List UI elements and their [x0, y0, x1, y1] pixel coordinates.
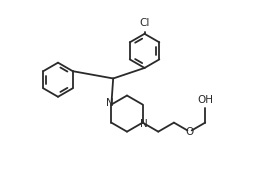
Text: N: N: [106, 98, 114, 108]
Text: O: O: [185, 127, 194, 137]
Text: OH: OH: [197, 95, 213, 105]
Text: Cl: Cl: [139, 18, 150, 28]
Text: N: N: [140, 119, 148, 129]
